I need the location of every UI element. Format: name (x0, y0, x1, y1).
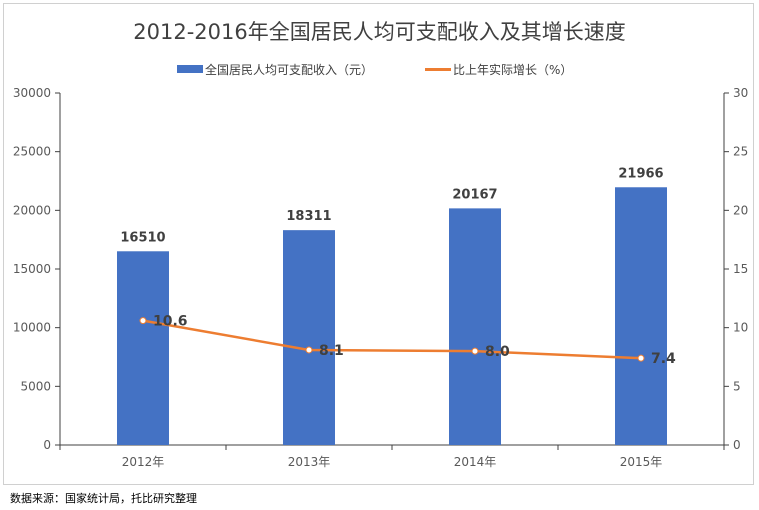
x-tick-label: 2013年 (288, 455, 331, 469)
growth-point-label: 8.0 (485, 344, 510, 360)
x-tick-label: 2012年 (122, 455, 165, 469)
chart-legend: 全国居民人均可支配收入（元） 比上年实际增长（%） (0, 60, 759, 78)
growth-point (305, 346, 313, 354)
legend-swatch-line (425, 67, 451, 71)
right-tick-label: 30 (733, 86, 748, 100)
legend-item-income: 全国居民人均可支配收入（元） (177, 60, 373, 78)
source-note: 数据来源：国家统计局，托比研究整理 (10, 492, 197, 505)
left-tick-label: 10000 (13, 321, 51, 335)
legend-label-growth: 比上年实际增长（%） (453, 62, 573, 77)
legend-item-growth: 比上年实际增长（%） (425, 60, 572, 78)
chart-plot: 0 5000 10000 15000 20000 25000 30000 0 5 10 15 20 25… (13, 86, 748, 469)
income-bar-label: 16510 (120, 230, 165, 245)
left-tick-label: 30000 (13, 86, 51, 100)
right-tick-label: 15 (733, 262, 748, 276)
growth-point (637, 354, 645, 362)
income-bar (615, 187, 667, 445)
legend-swatch-bar (177, 65, 203, 73)
income-bar (449, 208, 501, 445)
left-tick-label: 15000 (13, 262, 51, 276)
left-tick-label: 20000 (13, 203, 51, 217)
growth-point (471, 347, 479, 355)
income-bar-label: 20167 (452, 187, 497, 202)
legend-label-income: 全国居民人均可支配收入（元） (205, 62, 374, 77)
growth-point-label: 7.4 (651, 351, 676, 367)
growth-point (139, 317, 147, 325)
growth-line (142, 319, 642, 360)
right-tick-label: 20 (733, 203, 748, 217)
right-tick-label: 5 (733, 379, 741, 393)
income-bar (117, 251, 169, 445)
chart-title: 2012-2016年全国居民人均可支配收入及其增长速度 (133, 20, 626, 44)
income-bar (283, 230, 335, 445)
right-tick-label: 0 (733, 438, 741, 452)
growth-point-label: 10.6 (153, 314, 188, 330)
income-bar-label: 18311 (286, 209, 331, 224)
right-tick-label: 25 (733, 145, 748, 159)
x-tick-label: 2015年 (620, 455, 663, 469)
left-tick-label: 5000 (20, 379, 51, 393)
x-tick-label: 2014年 (454, 455, 497, 469)
growth-point-label: 8.1 (319, 343, 344, 359)
right-tick-label: 10 (733, 321, 748, 335)
income-bar-label: 21966 (618, 166, 663, 181)
left-tick-label: 0 (43, 438, 51, 452)
left-tick-label: 25000 (13, 145, 51, 159)
